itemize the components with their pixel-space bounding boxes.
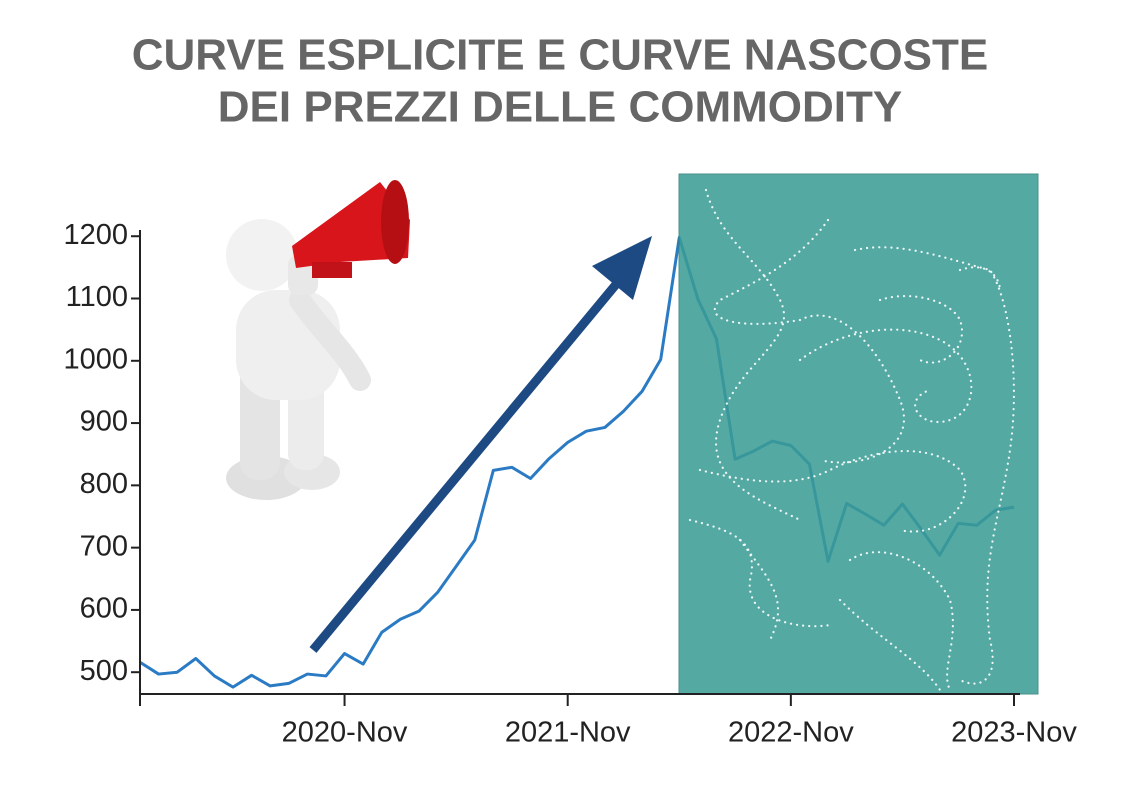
y-tick-label: 1000	[63, 343, 128, 375]
chart-title: CURVE ESPLICITE E CURVE NASCOSTE	[132, 31, 989, 80]
x-tick-label: 2023-Nov	[951, 717, 1077, 749]
y-tick-label: 800	[80, 468, 128, 500]
megaphone-figure	[226, 180, 410, 500]
arrow-head	[592, 236, 652, 300]
trend-arrow	[309, 279, 622, 653]
chart-title: DEI PREZZI DELLE COMMODITY	[218, 83, 902, 132]
y-tick-label: 700	[80, 530, 128, 562]
y-tick-label: 1200	[63, 219, 128, 251]
x-tick-label: 2021-Nov	[505, 717, 631, 749]
dotted-curves	[688, 188, 1016, 692]
y-tick-label: 600	[80, 593, 128, 625]
y-tick-label: 1100	[66, 281, 128, 313]
x-tick-label: 2020-Nov	[282, 717, 408, 749]
y-tick-label: 500	[80, 655, 128, 687]
y-tick-label: 900	[80, 406, 128, 438]
x-tick-label: 2022-Nov	[728, 717, 854, 749]
